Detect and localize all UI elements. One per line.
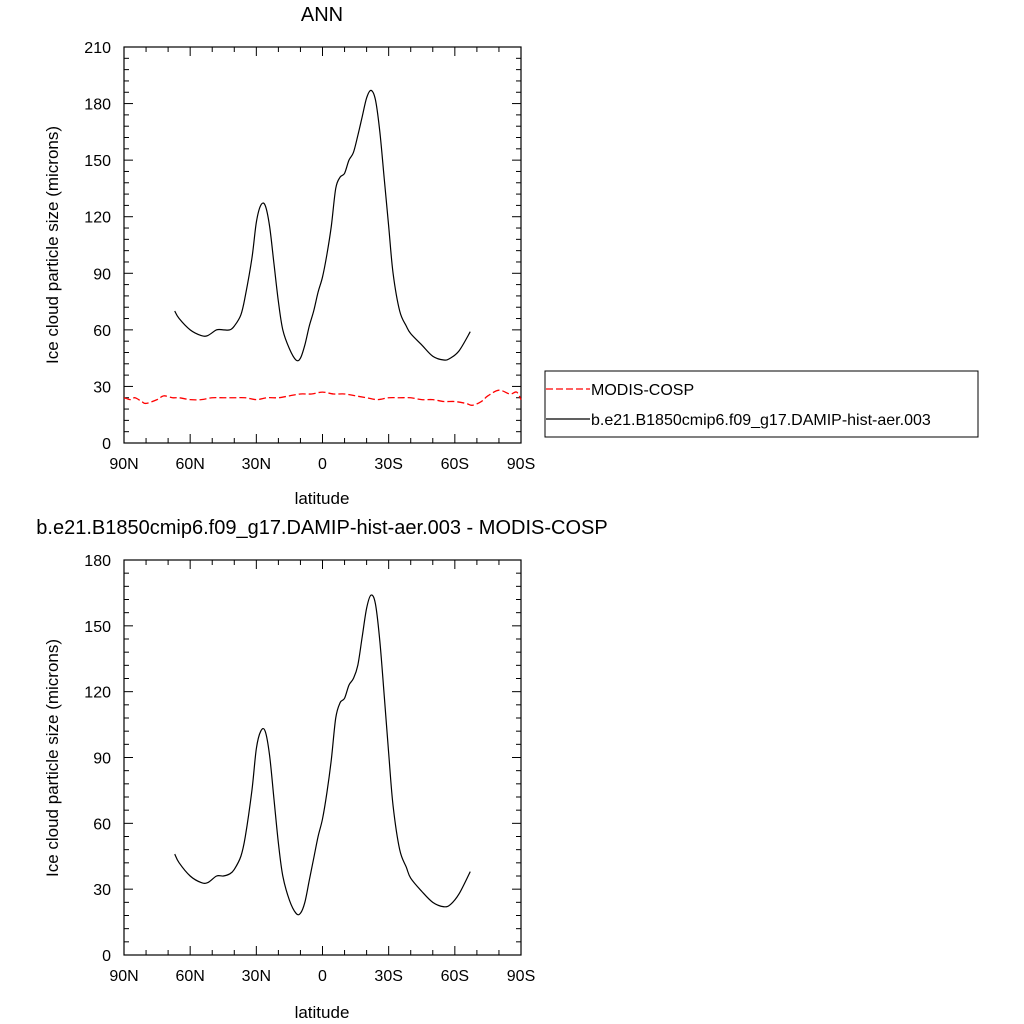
- bottom-y-tick-label: 150: [84, 619, 111, 636]
- bottom-x-axis-label: latitude: [295, 1003, 350, 1022]
- top-x-tick-label: 90S: [507, 456, 535, 473]
- bottom-y-tick-label: 180: [84, 553, 111, 570]
- top-y-tick-label: 150: [84, 153, 111, 170]
- bottom-y-tick-label: 120: [84, 685, 111, 702]
- top-series-line-1: [174, 89, 471, 362]
- bottom-y-tick-label: 90: [93, 751, 111, 768]
- bottom-x-tick-label: 30N: [242, 968, 271, 985]
- top-y-tick-label: 120: [84, 210, 111, 227]
- top-x-tick-label: 90N: [109, 456, 138, 473]
- top-x-axis-label: latitude: [295, 489, 350, 508]
- bottom-x-tick-label: 90S: [507, 968, 535, 985]
- bottom-series-line-0: [174, 594, 471, 916]
- top-x-tick-label: 60S: [441, 456, 469, 473]
- top-panel: ANN 90N 60N 30N 0 30S 60S 90S 0 30 60 90 120 150 180 2…: [43, 4, 535, 508]
- top-x-tick-label: 30N: [242, 456, 271, 473]
- top-y-tick-label: 0: [102, 436, 111, 453]
- bottom-y-tick-label: 0: [102, 948, 111, 965]
- bottom-panel: b.e21.B1850cmip6.f09_g17.DAMIP-hist-aer.…: [36, 517, 607, 1022]
- legend-label-model: b.e21.B1850cmip6.f09_g17.DAMIP-hist-aer.…: [591, 412, 931, 429]
- bottom-x-tick-label: 60N: [175, 968, 204, 985]
- bottom-y-tick-label: 30: [93, 882, 111, 899]
- top-y-axis-label: Ice cloud particle size (microns): [43, 126, 62, 364]
- bottom-x-tick-label: 0: [318, 968, 327, 985]
- legend: MODIS-COSP b.e21.B1850cmip6.f09_g17.DAMI…: [544, 370, 979, 438]
- top-y-tick-label: 30: [93, 379, 111, 396]
- top-plot-frame: [123, 46, 522, 444]
- top-x-tick-label: 30S: [374, 456, 402, 473]
- top-y-tick-label: 60: [93, 323, 111, 340]
- legend-box: [544, 370, 979, 438]
- top-x-tick-label: 0: [318, 456, 327, 473]
- bottom-y-tick-label: 60: [93, 816, 111, 833]
- bottom-y-axis-label: Ice cloud particle size (microns): [43, 639, 62, 877]
- top-series-line-0: [123, 389, 522, 406]
- bottom-x-tick-label: 60S: [441, 968, 469, 985]
- top-y-tick-label: 180: [84, 97, 111, 114]
- bottom-x-tick-label: 30S: [374, 968, 402, 985]
- top-y-tick-label: 210: [84, 40, 111, 57]
- top-y-tick-label: 90: [93, 266, 111, 283]
- top-x-tick-label: 60N: [175, 456, 204, 473]
- legend-label-modis: MODIS-COSP: [591, 382, 694, 399]
- top-chart-title: ANN: [301, 4, 343, 26]
- bottom-x-tick-label: 90N: [109, 968, 138, 985]
- bottom-plot-frame: [123, 559, 522, 956]
- bottom-chart-title: b.e21.B1850cmip6.f09_g17.DAMIP-hist-aer.…: [36, 517, 607, 539]
